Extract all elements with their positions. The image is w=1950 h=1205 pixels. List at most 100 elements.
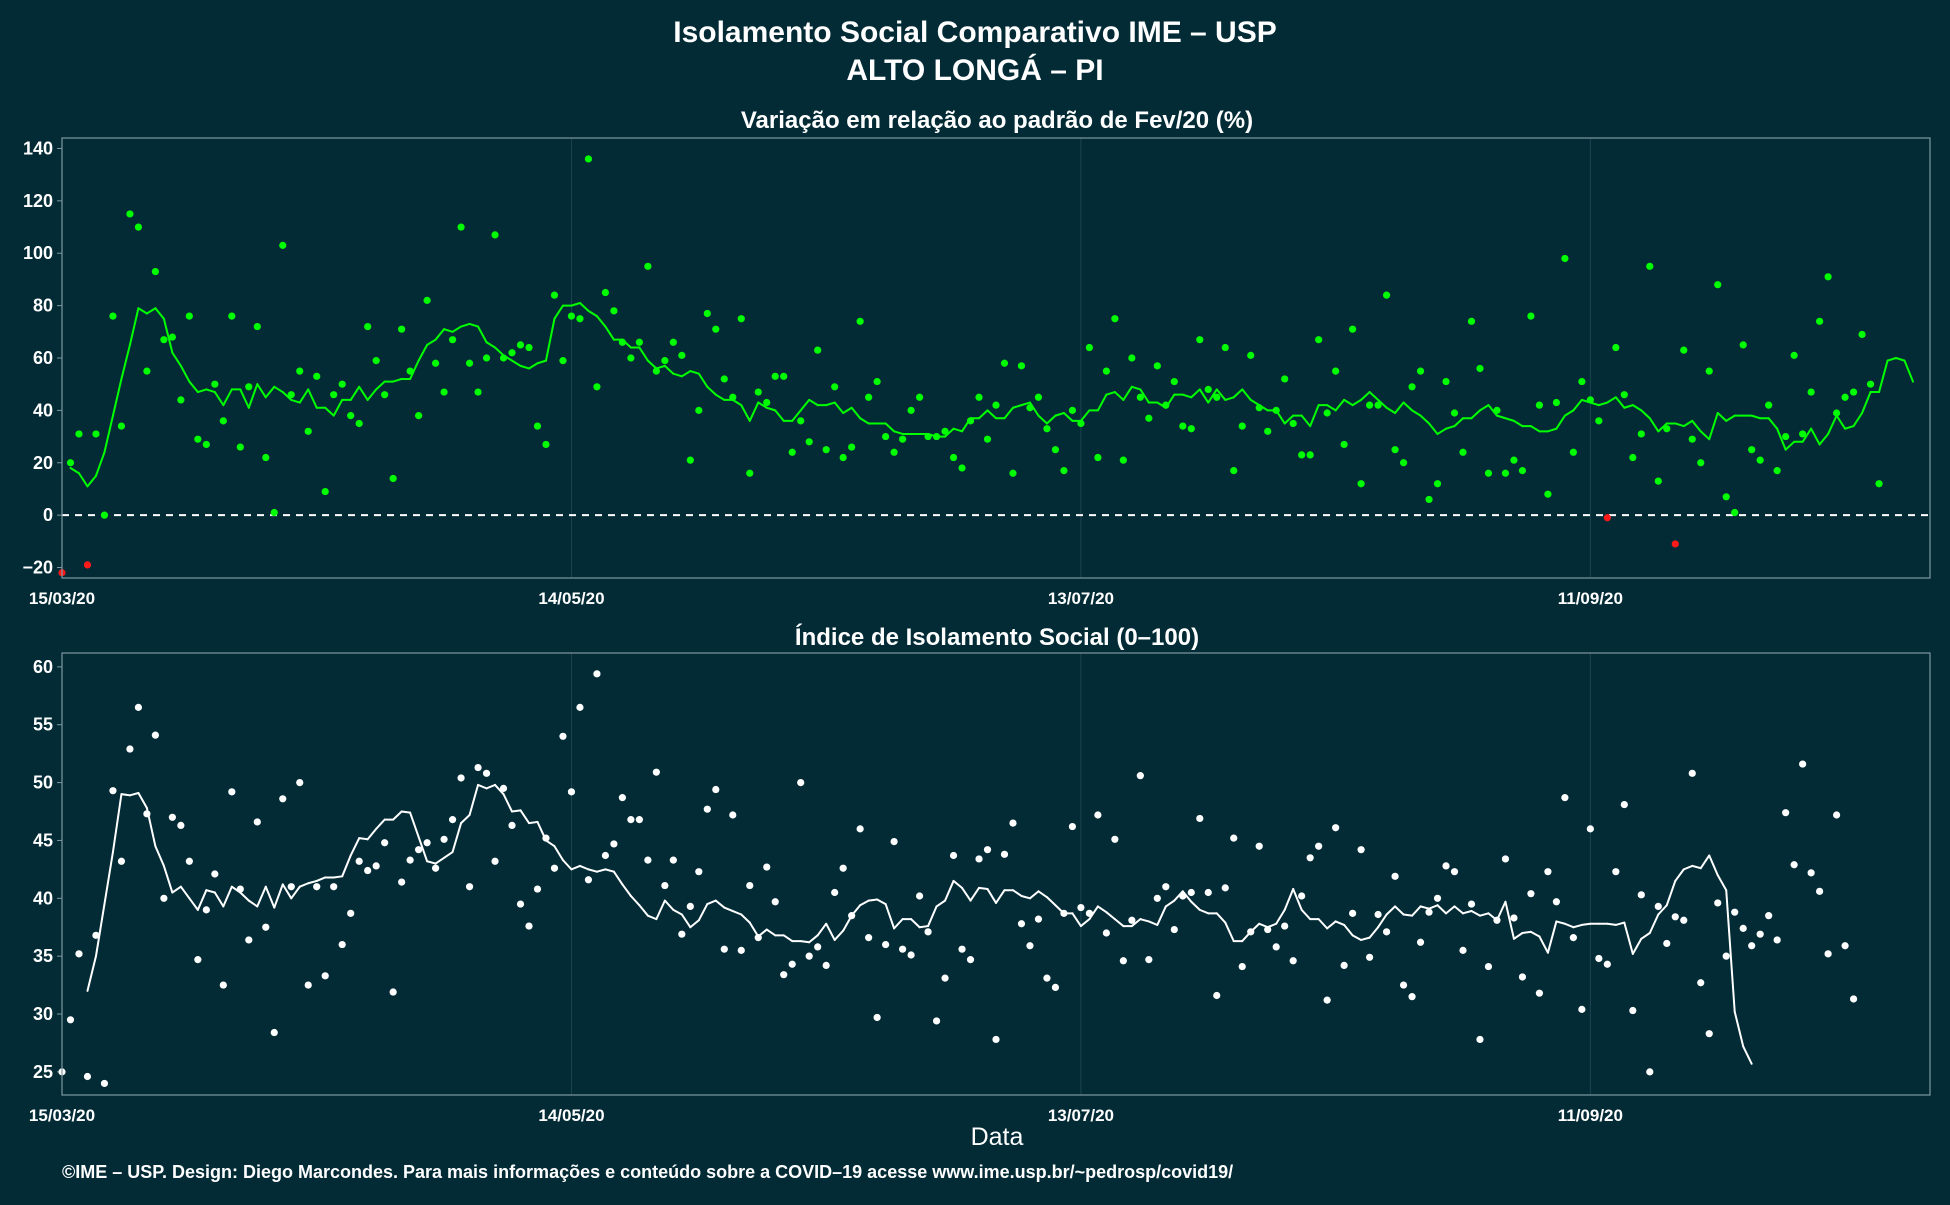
data-point [1153,362,1161,370]
moving-average-segment [655,364,666,370]
moving-average-segment [1122,385,1133,401]
data-point [601,288,610,297]
moving-average-segment [94,903,106,958]
moving-average-segment [1529,930,1541,938]
moving-average-segment [578,302,590,312]
data-point [1416,367,1425,375]
data-point [1450,409,1459,417]
moving-average-segment [1215,912,1227,924]
data-point [567,788,576,796]
moving-average-segment [460,813,471,825]
data-point [1272,943,1280,951]
moving-average-segment [1699,430,1711,441]
moving-average-segment [1580,398,1592,404]
moving-average-segment [1088,905,1099,921]
data-point [100,1079,109,1088]
data-point [1306,451,1314,459]
moving-average-segment [239,891,250,902]
data-point [1204,385,1212,394]
moving-average-segment [969,886,981,902]
moving-average-segment [451,325,463,333]
moving-average-segment [740,404,751,422]
moving-average-segment [1266,922,1278,929]
moving-average-segment [1623,404,1634,409]
data-point [1629,453,1637,462]
moving-average-segment [494,783,505,796]
data-point [1425,908,1433,916]
data-point [228,788,236,796]
data-point [983,435,992,443]
moving-average-segment [281,391,293,401]
data-point [618,794,627,802]
plot-border [61,137,1931,579]
data-point [737,315,745,323]
moving-average-segment [137,792,148,810]
data-point [915,892,924,900]
data-point [1765,401,1773,409]
moving-average-segment [663,364,675,375]
data-point [949,851,958,860]
moving-average-segment [1011,889,1023,897]
moving-average-segment [1258,404,1269,412]
data-point [1213,393,1221,401]
x-tick-label: 14/05/20 [538,589,604,608]
moving-average-segment [1079,918,1091,928]
moving-average-segment [706,385,717,396]
data-point [313,883,321,891]
moving-average-segment [1589,401,1600,407]
moving-average-segment [1105,911,1116,921]
data-point [117,857,126,865]
moving-average-segment [1241,930,1252,943]
data-point [1000,850,1009,858]
data-point [1569,934,1577,942]
data-point [1416,938,1425,946]
data-point [899,945,907,953]
moving-average-segment [375,380,386,391]
moving-average-segment [366,388,378,401]
data-point [1816,317,1824,325]
data-point [669,338,677,346]
moving-average-segment [1326,404,1337,412]
moving-average-segment [477,783,488,790]
data-point [1162,883,1170,891]
data-point [1637,891,1645,899]
data-point [1450,868,1459,876]
data-point [1238,422,1246,430]
data-point [1128,916,1136,924]
moving-average-segment [842,406,853,414]
moving-average-segment [833,929,845,941]
data-point [678,930,686,938]
data-point [1552,398,1560,407]
data-point [525,922,533,930]
figure-title: Isolamento Social Comparativo IME – USP [673,16,1277,49]
moving-average-segment [179,364,191,383]
data-point [279,241,287,249]
data-point [601,851,610,860]
data-point [720,945,728,953]
moving-average-segment [307,879,318,885]
data-point [491,231,499,239]
data-point [661,881,669,890]
plot-area [62,138,1930,578]
y-tick-label: 120 [23,191,53,211]
moving-average-segment [808,934,819,944]
data-point [202,440,210,449]
moving-average-segment [213,391,225,407]
data-point [75,430,83,438]
data-point [372,357,380,365]
moving-average-segment [1283,888,1295,911]
moving-average-segment [1453,417,1464,428]
data-point [559,357,567,365]
moving-average-segment [307,388,318,409]
data-point [1332,824,1340,832]
moving-average-segment [128,307,140,346]
data-point [1646,1068,1654,1076]
moving-average-segment [927,905,938,928]
moving-average-segment [1113,918,1125,928]
data-point [1561,794,1569,802]
data-point [1408,383,1416,391]
moving-average-segment [1546,427,1558,433]
moving-average-segment [587,868,598,873]
data-point [610,307,618,315]
moving-average-segment [748,401,760,422]
